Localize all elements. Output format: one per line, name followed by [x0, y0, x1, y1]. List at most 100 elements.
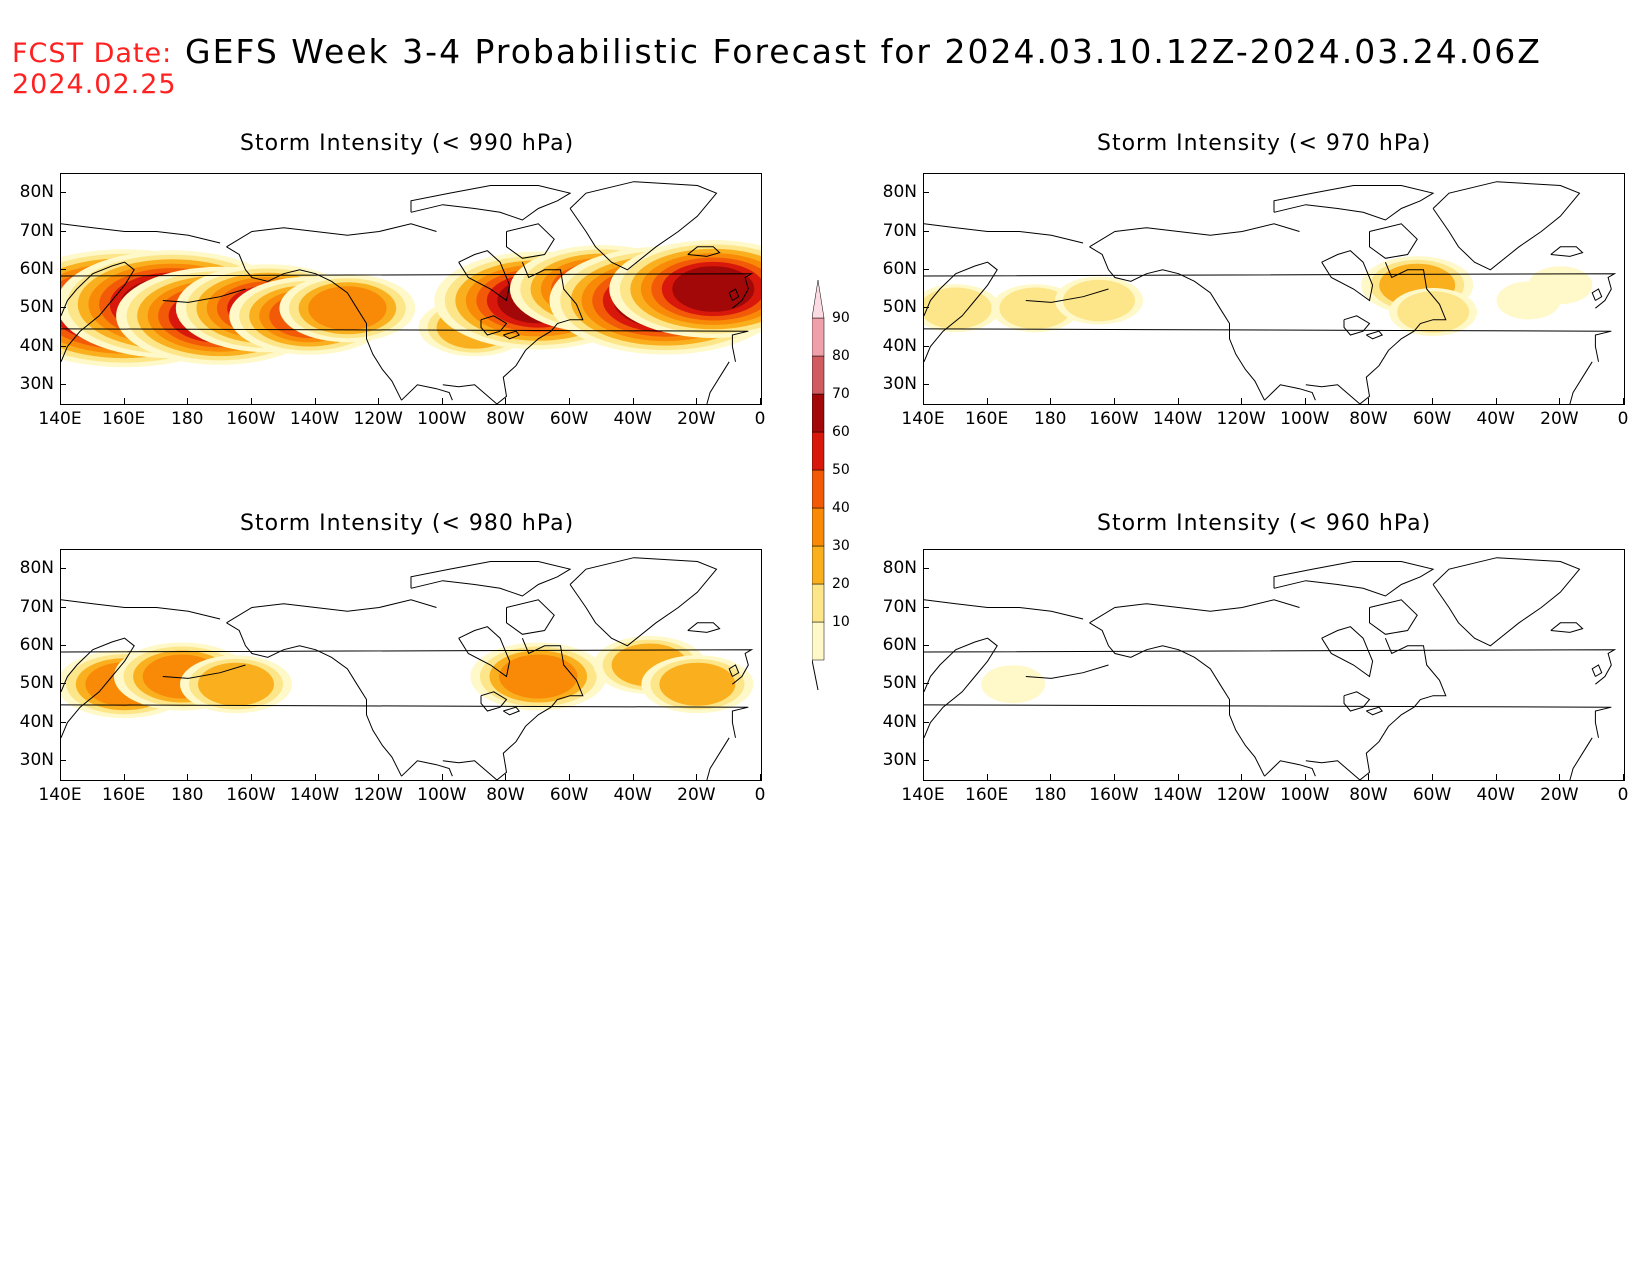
- coastline: [687, 246, 721, 257]
- panel-990-title: Storm Intensity (< 990 hPa): [240, 131, 575, 156]
- lon-tick-label: 140E: [38, 785, 82, 805]
- lat-tick-label: 60N: [882, 258, 917, 279]
- coastline: [1264, 384, 1316, 401]
- coastline: [924, 649, 1617, 685]
- lon-tick: [1495, 398, 1497, 404]
- lon-tick-label: 80W: [1349, 785, 1388, 805]
- coastline: [61, 261, 135, 362]
- coastline: [924, 223, 1084, 244]
- fcst-date-value: 2024.02.25: [12, 69, 177, 100]
- coastline: [480, 315, 508, 336]
- lon-tick-label: 20W: [1540, 409, 1579, 429]
- lon-tick: [1623, 774, 1624, 780]
- lon-tick: [696, 774, 698, 780]
- probability-contour: [981, 665, 1046, 704]
- coastline: [924, 273, 1617, 309]
- lat-tick-label: 50N: [882, 673, 917, 694]
- colorbar-swatch: [811, 583, 825, 623]
- lon-tick-label: 0: [1617, 409, 1629, 429]
- coastline: [1366, 330, 1384, 340]
- coastline: [1343, 315, 1371, 336]
- coastline: [1305, 638, 1447, 780]
- coastline: [1569, 737, 1593, 780]
- lon-tick-label: 100W: [417, 409, 467, 429]
- lat-tick: [60, 759, 66, 761]
- probability-contour: [198, 662, 274, 706]
- coastline: [1089, 246, 1265, 401]
- lat-tick-label: 80N: [882, 558, 917, 579]
- colorbar-swatch: [811, 393, 825, 433]
- coastline: [924, 599, 1084, 620]
- lat-tick: [923, 759, 929, 761]
- lon-tick-label: 160E: [965, 785, 1009, 805]
- lat-tick: [60, 644, 66, 646]
- coastline: [1591, 288, 1603, 301]
- lon-tick-label: 160E: [965, 409, 1009, 429]
- lon-tick-label: 80W: [1349, 409, 1388, 429]
- coastline: [1089, 622, 1265, 777]
- lon-tick: [569, 774, 571, 780]
- coastline: [1591, 664, 1603, 677]
- coastline: [506, 599, 555, 635]
- lon-tick-label: 60W: [549, 785, 589, 805]
- colorbar-label: 90: [832, 310, 850, 326]
- lat-tick: [923, 568, 929, 570]
- lon-tick-label: 100W: [417, 785, 467, 805]
- lon-tick: [1304, 774, 1306, 780]
- lat-tick-label: 70N: [882, 596, 917, 617]
- lon-tick-label: 40W: [613, 785, 652, 805]
- map-svg: [924, 181, 1617, 404]
- lat-tick-label: 70N: [19, 596, 54, 617]
- lat-tick-label: 30N: [882, 749, 917, 770]
- coastline: [1550, 622, 1584, 633]
- lon-tick-label: 100W: [1280, 785, 1330, 805]
- probability-contour: [308, 286, 387, 331]
- lat-tick: [923, 268, 929, 270]
- lon-tick: [1368, 398, 1370, 404]
- lon-tick-label: 160W: [1089, 409, 1139, 429]
- map-svg: [61, 557, 754, 780]
- coastline: [61, 223, 221, 244]
- lon-tick: [441, 774, 443, 780]
- lon-tick-label: 40W: [1476, 409, 1515, 429]
- coastline: [401, 384, 453, 401]
- lon-tick-label: 180: [1034, 785, 1067, 805]
- lat-tick: [923, 383, 929, 385]
- fcst-date-block: FCST Date: 2024.02.25: [12, 38, 177, 100]
- lon-tick: [1241, 398, 1243, 404]
- lon-tick: [314, 774, 316, 780]
- map-svg: [924, 557, 1617, 780]
- lon-tick-label: 140E: [901, 785, 945, 805]
- lon-tick-label: 80W: [486, 785, 525, 805]
- lon-tick-label: 40W: [613, 409, 652, 429]
- coastline: [924, 261, 998, 362]
- lon-tick-label: 80W: [486, 409, 525, 429]
- lon-tick-label: 20W: [1540, 785, 1579, 805]
- lon-tick: [1559, 398, 1561, 404]
- panel-970-map: [923, 173, 1625, 405]
- lon-tick: [1432, 398, 1434, 404]
- lon-tick: [1050, 398, 1052, 404]
- coastline: [226, 223, 437, 248]
- lat-tick: [60, 683, 66, 685]
- panel-960-title: Storm Intensity (< 960 hPa): [1097, 511, 1432, 536]
- lon-tick-label: 160E: [102, 785, 146, 805]
- lat-tick: [923, 230, 929, 232]
- colorbar-swatch: [811, 355, 825, 395]
- lat-tick-label: 40N: [19, 711, 54, 732]
- lon-tick: [1623, 398, 1624, 404]
- lon-tick-label: 60W: [1412, 409, 1452, 429]
- coastline: [480, 691, 508, 712]
- panel-980-title: Storm Intensity (< 980 hPa): [240, 511, 575, 536]
- coastline: [503, 330, 521, 340]
- panel-980-map: [60, 549, 762, 781]
- colorbar-label: 80: [832, 348, 850, 364]
- probability-contour: [1063, 279, 1135, 322]
- main-title: GEFS Week 3-4 Probabilistic Forecast for…: [185, 32, 1542, 71]
- coastline: [924, 704, 1612, 738]
- colorbar-label: 40: [832, 500, 850, 516]
- lat-tick: [923, 606, 929, 608]
- lat-tick-label: 80N: [882, 182, 917, 203]
- lon-tick-label: 140W: [289, 785, 340, 805]
- colorbar-label: 50: [832, 462, 850, 478]
